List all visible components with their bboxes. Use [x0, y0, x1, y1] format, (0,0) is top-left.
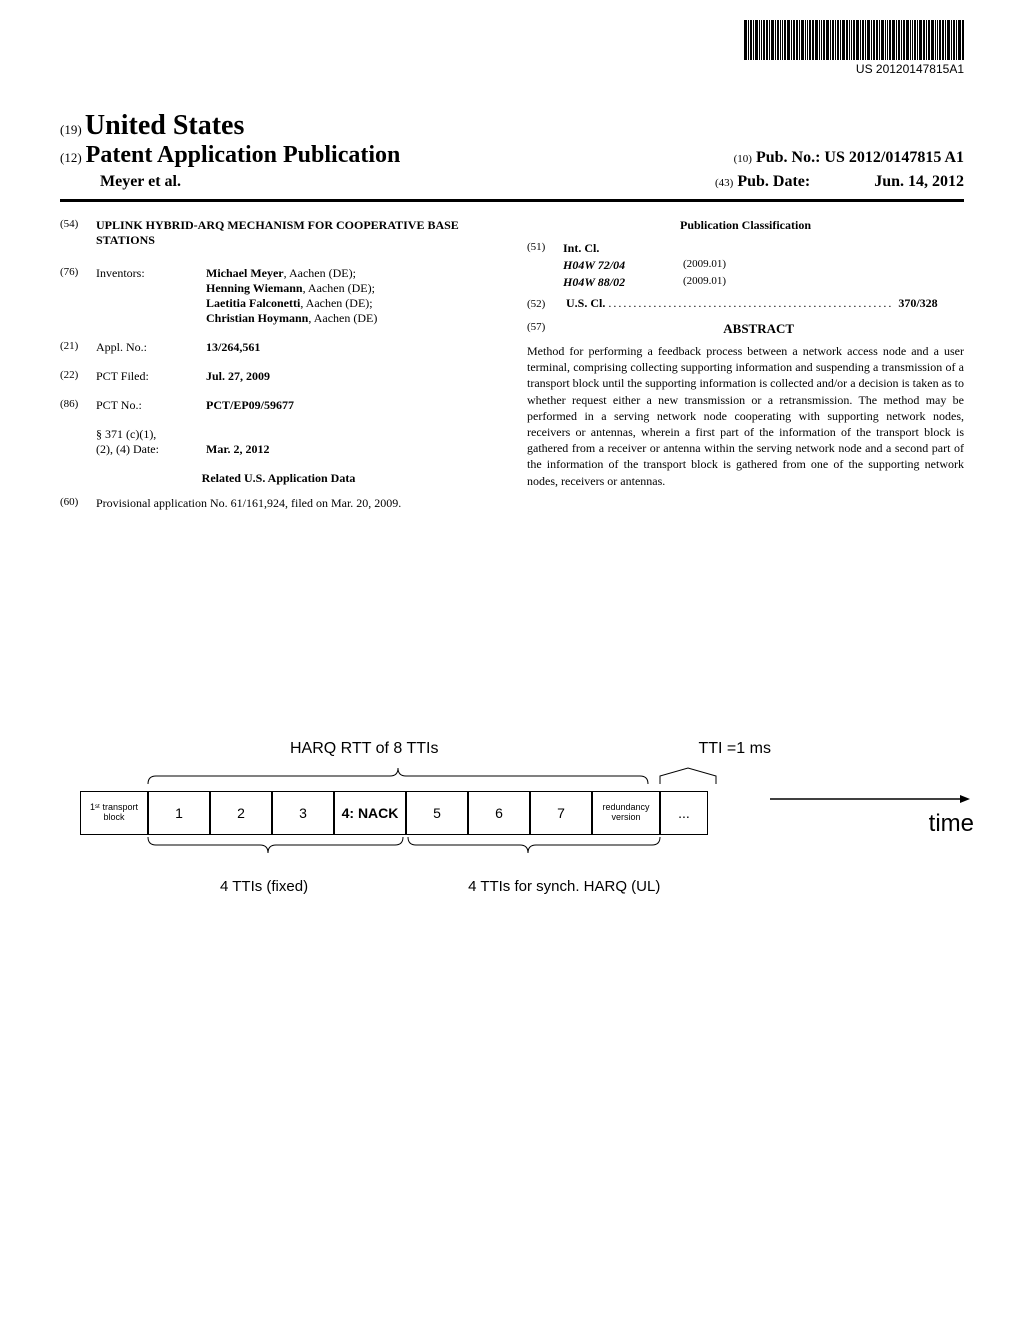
inventors-list: Michael Meyer, Aachen (DE); Henning Wiem… [206, 266, 497, 326]
columns: (54) UPLINK HYBRID-ARQ MECHANISM FOR COO… [60, 218, 964, 525]
s371-num [60, 427, 96, 442]
pct-no-row: (86) PCT No.: PCT/EP09/59677 [60, 398, 497, 413]
abstract-num: (57) [527, 321, 545, 333]
pub-no-label: Pub. No.: [756, 149, 820, 166]
inventors-num: (76) [60, 266, 96, 326]
fig-box: 7 [530, 791, 592, 835]
title-num: (54) [60, 218, 96, 248]
inventor-name: Michael Meyer [206, 266, 284, 280]
inventor-name: Christian Hoymann [206, 311, 308, 325]
related-header: Related U.S. Application Data [60, 471, 497, 486]
intcl-num: (51) [527, 241, 563, 256]
line1-pre: (19) [60, 122, 82, 137]
inventors-row: (76) Inventors: Michael Meyer, Aachen (D… [60, 266, 497, 326]
fig-box: 2 [210, 791, 272, 835]
s371-val-empty [206, 427, 497, 442]
line2-pre: (12) [60, 150, 82, 165]
uscl-row: (52) U.S. Cl. ..........................… [527, 296, 964, 311]
pub-class-header: Publication Classification [527, 218, 964, 233]
s371-row: § 371 (c)(1), [60, 427, 497, 442]
figure: HARQ RTT of 8 TTIs TTI =1 ms 1ˢᵗ transpo… [80, 740, 964, 895]
fig-brace-top [80, 766, 960, 786]
intcl-item: H04W 72/04 (2009.01) [527, 258, 964, 273]
intcl-code: H04W 88/02 [563, 275, 683, 290]
country: United States [85, 110, 244, 141]
fig-box: 6 [468, 791, 530, 835]
pct-filed-val: Jul. 27, 2009 [206, 369, 497, 384]
prov-text: Provisional application No. 61/161,924, … [96, 496, 497, 511]
fig-top-left-label: HARQ RTT of 8 TTIs [290, 740, 438, 758]
intcl-item: H04W 88/02 (2009.01) [527, 275, 964, 290]
pub-no: US 2012/0147815 A1 [824, 149, 964, 166]
right-column: Publication Classification (51) Int. Cl.… [527, 218, 964, 525]
pub-date: Jun. 14, 2012 [874, 173, 964, 190]
inventor-name: Laetitia Falconetti [206, 296, 300, 310]
fig-box: 5 [406, 791, 468, 835]
left-column: (54) UPLINK HYBRID-ARQ MECHANISM FOR COO… [60, 218, 497, 525]
pct-no-num: (86) [60, 398, 96, 413]
fig-top-right-label: TTI =1 ms [698, 740, 770, 758]
uscl-num: (52) [527, 298, 563, 310]
barcode-number: US 20120147815A1 [744, 62, 964, 76]
pub-date-label: Pub. Date: [737, 173, 810, 190]
time-label: time [929, 810, 974, 838]
inventor-loc: , Aachen (DE); [300, 296, 372, 310]
pct-no-label: PCT No.: [96, 398, 206, 413]
inventor-loc: , Aachen (DE); [303, 281, 375, 295]
fig-bottom-labels: 4 TTIs (fixed) 4 TTIs for synch. HARQ (U… [80, 878, 964, 895]
s371-row2: (2), (4) Date: Mar. 2, 2012 [60, 442, 497, 457]
fig-brace-bottom [80, 835, 960, 855]
fig-bottom-right-label: 4 TTIs for synch. HARQ (UL) [468, 878, 660, 895]
fig-box: 4: NACK [334, 791, 406, 835]
inventor-loc: , Aachen (DE); [284, 266, 356, 280]
pct-filed-row: (22) PCT Filed: Jul. 27, 2009 [60, 369, 497, 384]
pub-date-pre: (43) [715, 177, 733, 189]
intcl-label: Int. Cl. [563, 241, 599, 256]
s371-label2: (2), (4) Date: [96, 442, 206, 457]
header-rule [60, 199, 964, 202]
abstract-header: ABSTRACT [527, 321, 964, 337]
header: (19) United States (12) Patent Applicati… [60, 110, 964, 202]
prov-num: (60) [60, 496, 96, 511]
pub-no-pre: (10) [734, 153, 752, 165]
time-arrow [770, 794, 970, 804]
pct-no-val: PCT/EP09/59677 [206, 398, 497, 413]
intcl-year: (2009.01) [683, 258, 726, 273]
inventors-label: Inventors: [96, 266, 206, 326]
prov-row: (60) Provisional application No. 61/161,… [60, 496, 497, 511]
patent-title: UPLINK HYBRID-ARQ MECHANISM FOR COOPERAT… [96, 218, 497, 248]
fig-box: 1ˢᵗ transport block [80, 791, 148, 835]
fig-box: redundancy version [592, 791, 660, 835]
pct-filed-label: PCT Filed: [96, 369, 206, 384]
s371-val: Mar. 2, 2012 [206, 442, 497, 457]
fig-top-labels: HARQ RTT of 8 TTIs TTI =1 ms [80, 740, 964, 758]
pct-filed-num: (22) [60, 369, 96, 384]
pub-type: Patent Application Publication [86, 142, 401, 168]
intcl-code: H04W 72/04 [563, 258, 683, 273]
abstract-text: Method for performing a feedback process… [527, 343, 964, 489]
fig-box: 3 [272, 791, 334, 835]
barcode-area: US 20120147815A1 [744, 20, 964, 76]
intcl-year: (2009.01) [683, 275, 726, 290]
uscl-dots: ........................................… [608, 296, 898, 310]
appl-row: (21) Appl. No.: 13/264,561 [60, 340, 497, 355]
inventor-loc: , Aachen (DE) [308, 311, 377, 325]
fig-box: 1 [148, 791, 210, 835]
s371-label1: § 371 (c)(1), [96, 427, 206, 442]
authors-short: Meyer et al. [100, 173, 181, 191]
title-block: (54) UPLINK HYBRID-ARQ MECHANISM FOR COO… [60, 218, 497, 248]
uscl-val: 370/328 [898, 296, 937, 310]
appl-num: (21) [60, 340, 96, 355]
fig-box: ... [660, 791, 708, 835]
intcl-row: (51) Int. Cl. [527, 241, 964, 256]
uscl-label: U.S. Cl. [566, 296, 605, 310]
barcode [744, 20, 964, 60]
fig-bottom-left-label: 4 TTIs (fixed) [220, 878, 308, 895]
s371-num2 [60, 442, 96, 457]
appl-val: 13/264,561 [206, 340, 497, 355]
inventor-name: Henning Wiemann [206, 281, 303, 295]
appl-label: Appl. No.: [96, 340, 206, 355]
